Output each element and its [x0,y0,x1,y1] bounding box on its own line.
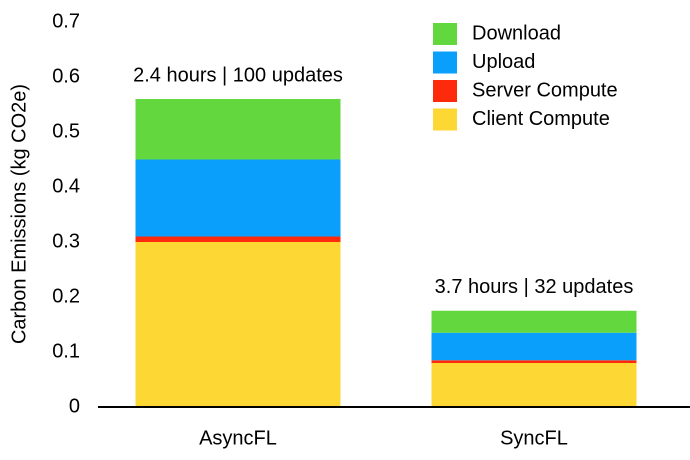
y-tick-label: 0.6 [52,65,80,87]
legend-swatch [433,108,457,131]
bar-segment [431,360,637,363]
x-tick-label: SyncFL [500,427,568,449]
legend-label: Download [472,22,561,44]
bar-segment [431,363,637,407]
bar-label: 2.4 hours | 100 updates [133,64,343,86]
legend-label: Upload [472,51,535,73]
legend-label: Server Compute [472,79,618,101]
x-tick-label: AsyncFL [199,427,277,449]
y-tick-label: 0.4 [52,175,80,197]
bar-segment [135,159,341,237]
bar-segment [135,99,341,160]
y-tick-label: 0.3 [52,230,80,252]
y-tick-label: 0.2 [52,285,80,307]
y-tick-label: 0 [69,395,80,417]
y-tick-label: 0.7 [52,10,80,32]
y-tick-label: 0.1 [52,340,80,362]
bar-label: 3.7 hours | 32 updates [435,276,634,298]
y-tick-label: 0.5 [52,120,80,142]
bar-segment [431,332,637,361]
legend-label: Client Compute [472,108,610,130]
bar-segment [135,242,341,407]
bar-segment [431,310,637,333]
legend-swatch [433,80,457,102]
bar-segment [135,236,341,242]
legend-swatch [433,51,457,74]
y-axis-label: Carbon Emissions (kg CO2e) [8,84,30,344]
legend-swatch [433,23,457,45]
